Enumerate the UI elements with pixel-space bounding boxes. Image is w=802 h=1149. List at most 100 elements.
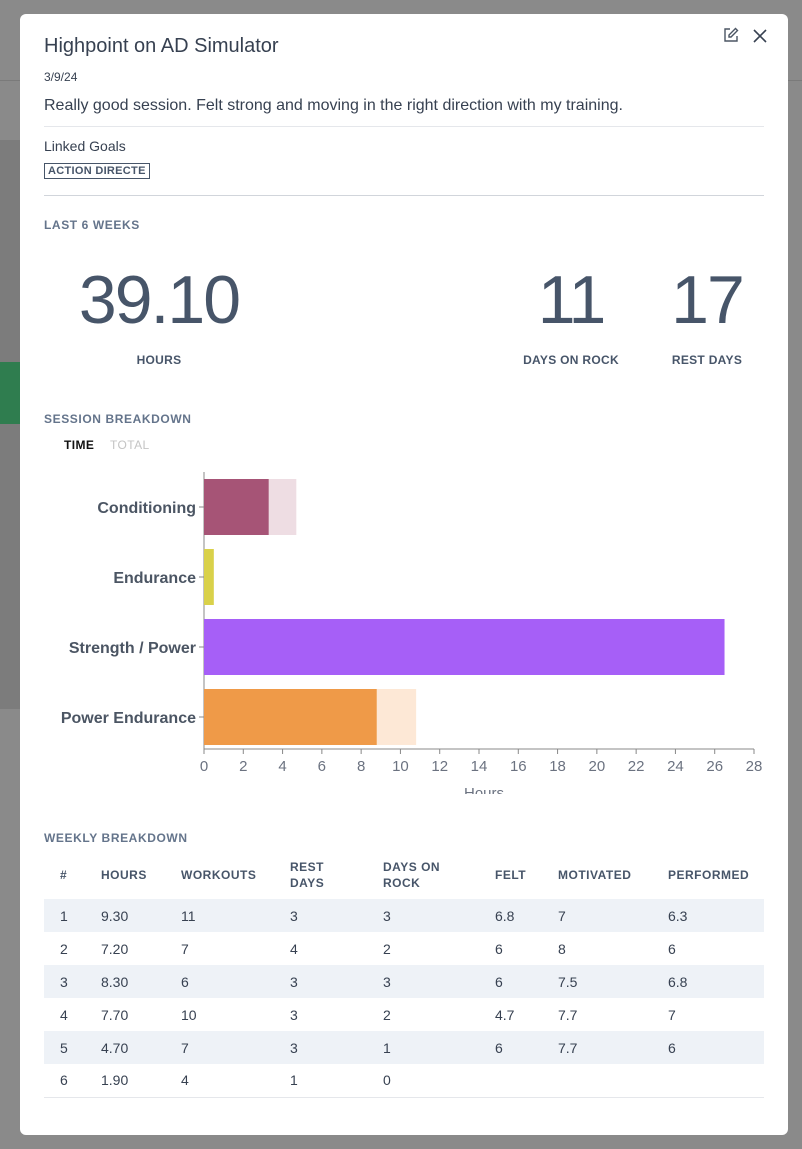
table-cell: 1 [44, 899, 85, 932]
x-tick-label: 0 [200, 758, 208, 775]
table-row: 2 7.20 7 4 2 6 8 6 [44, 932, 764, 965]
rest-days-label: REST DAYS [671, 353, 743, 367]
table-cell: 7.5 [542, 965, 652, 998]
edit-icon[interactable] [722, 26, 742, 46]
table-cell [652, 1064, 764, 1098]
table-cell: 7 [181, 940, 189, 957]
table-cell: 4 [290, 940, 298, 957]
x-axis-label: Hours [464, 785, 504, 794]
table-cell: 6.8 [479, 899, 542, 932]
table-cell: 8 [558, 940, 566, 957]
category-label: Endurance [113, 570, 196, 587]
table-cell: 4 [60, 1006, 68, 1023]
table-cell: 1 [367, 1031, 479, 1064]
table-cell: 10 [181, 1006, 197, 1023]
table-cell: 7.7 [542, 1031, 652, 1064]
table-cell: 6 [668, 940, 676, 957]
session-date: 3/9/24 [44, 70, 78, 84]
table-cell: 11 [165, 899, 274, 932]
category-label: Strength / Power [69, 640, 196, 657]
column-header: WORKOUTS [181, 868, 257, 882]
weekly-table: # HOURS WORKOUTS REST DAYS DAYS ON ROCK FELT MOT… [44, 851, 764, 1098]
table-cell: 1.90 [85, 1064, 165, 1098]
column-header: # [60, 868, 68, 882]
x-tick-label: 4 [278, 758, 286, 775]
session-breakdown-title: SESSION BREAKDOWN [44, 412, 192, 426]
x-tick-label: 14 [471, 758, 488, 775]
table-cell: 6 [44, 1064, 85, 1098]
table-cell: 6.8 [652, 965, 764, 998]
category-label: Power Endurance [61, 710, 196, 727]
table-cell: 2 [383, 940, 391, 957]
table-cell: 3 [274, 899, 367, 932]
days-on-rock-value: 11 [537, 262, 607, 338]
hours-label: HOURS [136, 353, 182, 367]
table-cell: 3 [44, 965, 85, 998]
toggle-total[interactable]: TOTAL [110, 438, 150, 452]
weekly-breakdown-title: WEEKLY BREAKDOWN [44, 831, 188, 845]
table-cell: 7 [165, 1031, 274, 1064]
table-cell: 3 [367, 899, 479, 932]
bar-primary [204, 549, 214, 605]
x-tick-label: 8 [357, 758, 365, 775]
table-cell: 7 [668, 1006, 676, 1023]
x-tick-label: 28 [746, 758, 763, 775]
table-row: 1 9.30 11 3 3 6.8 7 6.3 [44, 899, 764, 932]
table-cell: 4.70 [85, 1031, 165, 1064]
table-cell: 3 [274, 965, 367, 998]
close-icon[interactable] [750, 26, 770, 46]
table-cell: 6.3 [652, 899, 764, 932]
category-label: Conditioning [97, 500, 196, 517]
table-cell: 2 [383, 1006, 391, 1023]
column-header: MOTIVATED [558, 868, 632, 882]
table-row: 5 4.70 7 3 1 6 7.7 6 [44, 1031, 764, 1064]
column-header: DAYS ON ROCK [383, 860, 441, 890]
x-tick-label: 16 [510, 758, 527, 775]
table-cell: 7.70 [101, 1006, 129, 1023]
table-cell [479, 1064, 542, 1098]
table-cell: 3 [274, 1031, 367, 1064]
table-cell [542, 1064, 652, 1098]
table-cell: 4 [165, 1064, 274, 1098]
bar-primary [204, 689, 377, 745]
column-header: REST DAYS [290, 860, 325, 890]
bar-secondary [376, 689, 417, 745]
table-cell: 6 [165, 965, 274, 998]
x-tick-label: 6 [318, 758, 326, 775]
session-breakdown-chart: Conditioning Endurance Strength / Power Pow… [61, 472, 763, 794]
x-tick-label: 22 [628, 758, 645, 775]
bar-primary [204, 479, 269, 535]
last-6-weeks-title: LAST 6 WEEKS [44, 218, 140, 232]
divider [44, 126, 764, 127]
session-note: Really good session. Felt strong and mov… [44, 97, 623, 114]
session-title: Highpoint on AD Simulator [44, 35, 279, 57]
table-cell: 7.20 [101, 940, 129, 957]
table-cell: 6 [652, 1031, 764, 1064]
x-tick-label: 2 [239, 758, 247, 775]
goal-tag[interactable]: ACTION DIRECTE [44, 163, 150, 179]
table-cell: 3 [367, 965, 479, 998]
x-tick-label: 18 [549, 758, 566, 775]
divider [44, 195, 764, 196]
column-header: PERFORMED [668, 868, 750, 882]
table-cell: 6 [495, 940, 503, 957]
toggle-time[interactable]: TIME [64, 438, 95, 452]
table-row: 3 8.30 6 3 3 6 7.5 6.8 [44, 965, 764, 998]
table-cell: 1 [274, 1064, 367, 1098]
x-tick-label: 24 [667, 758, 684, 775]
table-header-row: # HOURS WORKOUTS REST DAYS DAYS ON ROCK FELT MOT… [44, 851, 764, 899]
table-cell: 7.7 [558, 1006, 578, 1023]
linked-goals-label: Linked Goals [44, 138, 126, 154]
table-row: 6 1.90 4 1 0 [44, 1064, 764, 1098]
bar-secondary [268, 479, 297, 535]
table-cell: 0 [367, 1064, 479, 1098]
days-on-rock-stat: 11 [518, 266, 624, 334]
rest-days-value: 17 [671, 262, 745, 338]
session-modal: Highpoint on AD Simulator 3/9/24 Really … [20, 14, 788, 1135]
days-on-rock-label: DAYS ON ROCK [523, 353, 619, 367]
x-tick-label: 10 [392, 758, 409, 775]
table-cell: 6 [479, 1031, 542, 1064]
x-tick-label: 26 [706, 758, 723, 775]
table-cell: 4.7 [495, 1006, 515, 1023]
hours-value: 39.10 [78, 262, 241, 338]
